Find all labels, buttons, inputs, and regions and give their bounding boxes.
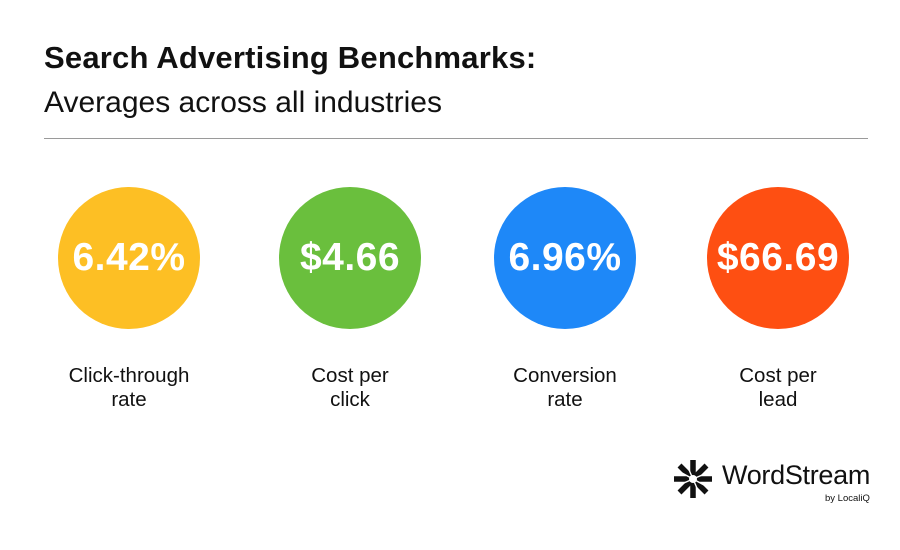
metric-label-line: Click-through [68,364,190,387]
metric-label-line: click [330,388,370,411]
metric-label: Click-through rate [29,364,229,412]
metric-label: Cost per lead [678,364,878,412]
brand-logo: WordStream by LocaliQ [672,456,887,506]
metric-circle: $66.69 [707,187,849,329]
metric-value: 6.42% [72,236,186,279]
metric-click-through-rate: 6.42% Click-through rate [29,187,229,427]
brand-name: WordStream [722,460,871,490]
metric-label-line: lead [758,388,798,411]
brand-tagline: by LocaliQ [825,493,870,504]
metric-circle: 6.42% [58,187,200,329]
metric-value: $4.66 [299,236,401,279]
chart-subtitle: Averages across all industries [44,86,442,119]
metric-label: Conversion rate [465,364,665,412]
metric-circle: $4.66 [279,187,421,329]
metric-label-line: rate [111,388,147,411]
metric-label-line: Conversion [513,364,617,387]
metric-label-line: rate [547,388,583,411]
metric-label: Cost per click [250,364,450,412]
metric-label-line: Cost per [739,364,817,387]
divider [44,138,868,139]
chart-title: Search Advertising Benchmarks: [44,40,537,75]
metric-value: 6.96% [508,236,622,279]
metric-value: $66.69 [716,236,840,279]
metric-conversion-rate: 6.96% Conversion rate [465,187,665,427]
metric-circle: 6.96% [494,187,636,329]
metric-cost-per-click: $4.66 Cost per click [250,187,450,427]
wordstream-star-icon [674,460,712,498]
metric-cost-per-lead: $66.69 Cost per lead [678,187,878,427]
metric-label-line: Cost per [311,364,389,387]
